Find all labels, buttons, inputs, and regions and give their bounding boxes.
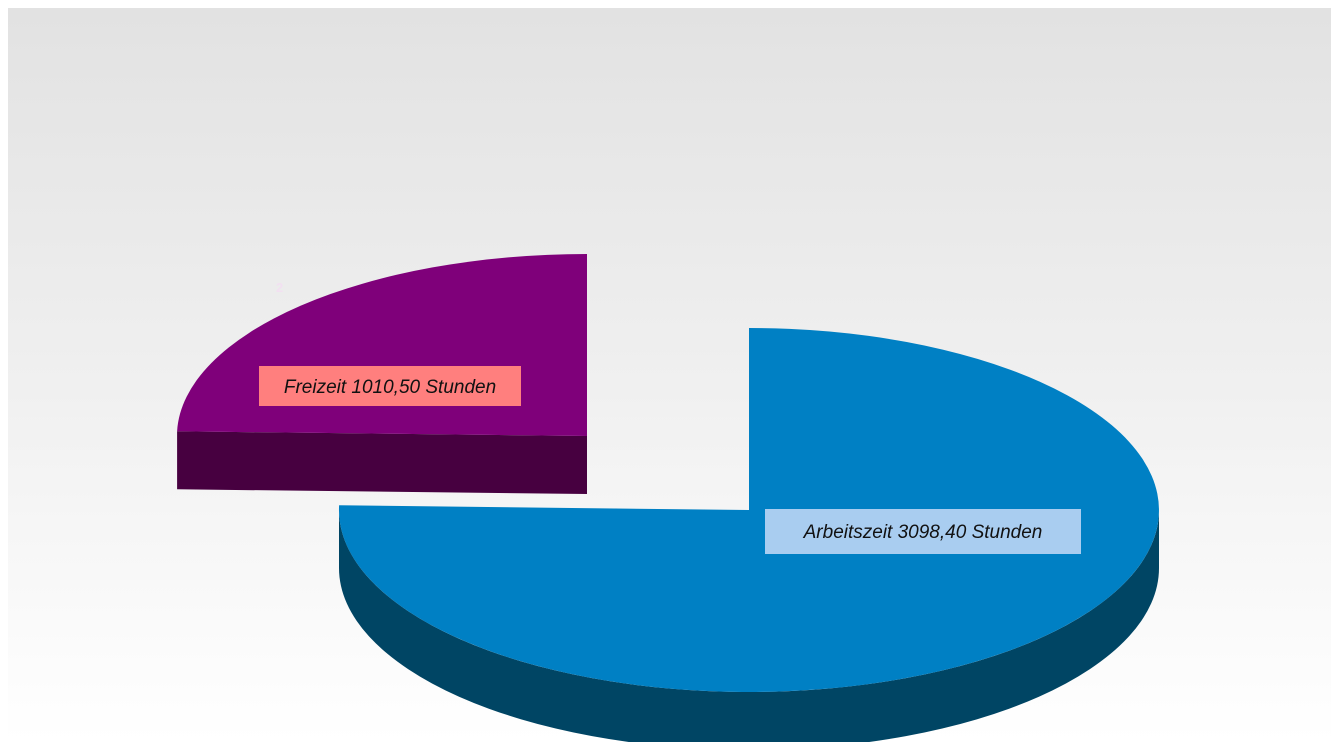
data-label-freizeit-background [259,366,521,406]
data-label-freizeit: Freizeit 1010,50 Stunden [284,377,496,398]
pie-slice-freizeit-side [177,431,587,494]
pie-slice-arbeitszeit [338,328,1159,742]
annotation-number: 2 [276,280,283,295]
data-label-arbeitszeit: Arbeitszeit 3098,40 Stunden [803,522,1043,543]
data-label-arbeitszeit-background [765,509,1081,554]
pie-slice-arbeitszeit-top [338,328,1159,692]
pie-slice-arbeitszeit-side [339,510,1159,742]
pie-slice-freizeit-top [177,254,587,436]
